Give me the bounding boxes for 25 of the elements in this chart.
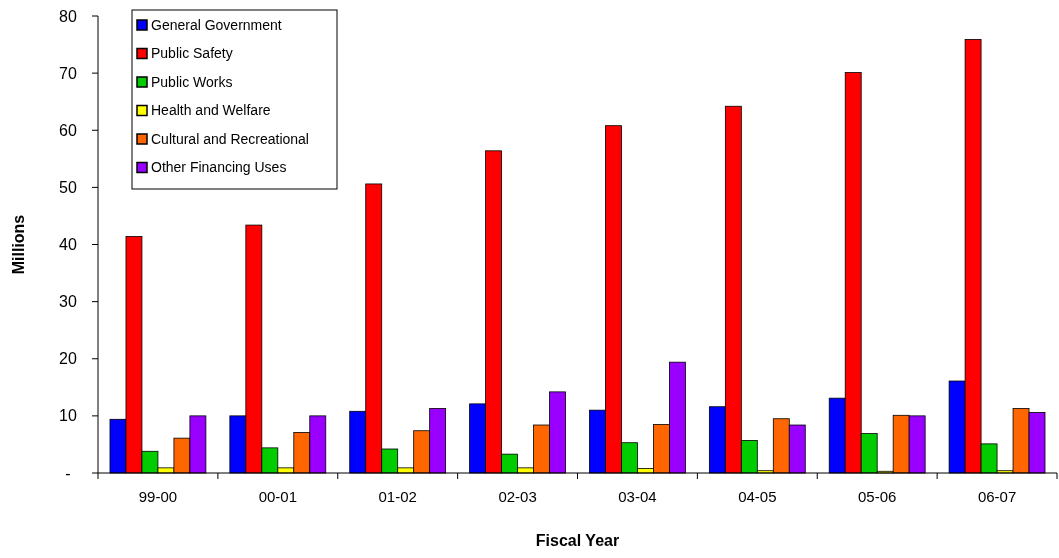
x-tick-label: 04-05 bbox=[738, 488, 777, 505]
y-tick-label: 40 bbox=[59, 236, 77, 254]
legend-label: Cultural and Recreational bbox=[151, 130, 309, 147]
y-tick-label: 50 bbox=[59, 178, 77, 196]
x-tick-label: 06-07 bbox=[977, 488, 1017, 505]
x-tick-label: 05-06 bbox=[858, 488, 897, 505]
y-tick-label: 20 bbox=[59, 350, 77, 368]
legend-label: General Government bbox=[151, 16, 282, 33]
x-tick-label: 00-01 bbox=[258, 488, 297, 505]
y-tick-label: - bbox=[65, 464, 71, 482]
y-tick-label: 70 bbox=[59, 64, 77, 82]
x-tick-label: 02-03 bbox=[498, 488, 537, 505]
legend-label: Public Safety bbox=[151, 45, 233, 62]
y-axis-title: Millions bbox=[10, 214, 27, 275]
legend-label: Public Works bbox=[151, 73, 233, 90]
y-tick-label: 10 bbox=[59, 407, 77, 425]
x-axis-title: Fiscal Year bbox=[535, 532, 620, 549]
x-tick-label: 99-00 bbox=[138, 488, 178, 505]
x-tick-label: 01-02 bbox=[378, 488, 417, 505]
y-tick-label: 80 bbox=[59, 7, 77, 25]
legend-label: Health and Welfare bbox=[151, 102, 271, 119]
y-tick-label: 30 bbox=[59, 293, 77, 311]
y-tick-label: 60 bbox=[59, 121, 77, 139]
legend-label: Other Financing Uses bbox=[151, 159, 287, 176]
x-tick-label: 03-04 bbox=[618, 488, 657, 505]
